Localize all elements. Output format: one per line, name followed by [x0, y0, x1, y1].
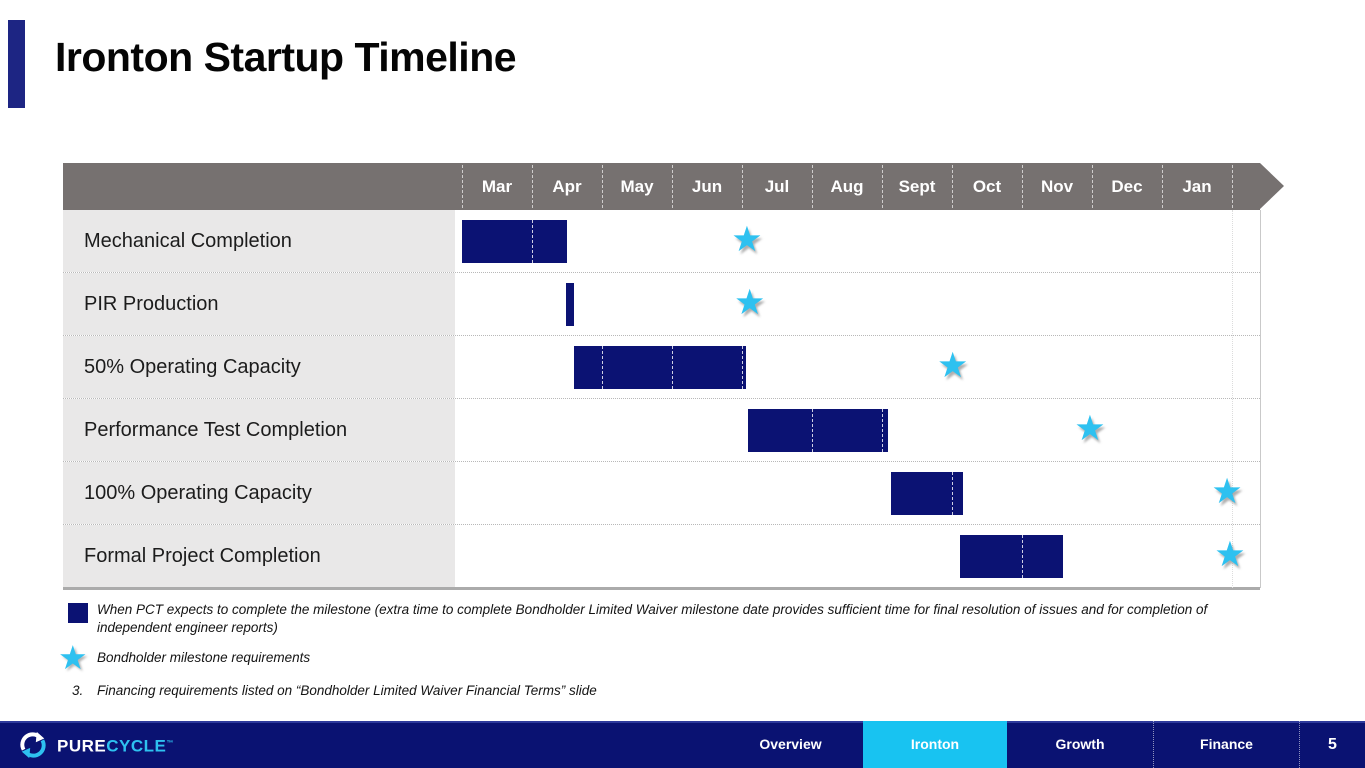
gantt-rows: Mechanical Completion PIR Production 50% O… — [63, 210, 1260, 590]
footnote-text: Financing requirements listed on “Bondho… — [97, 683, 597, 699]
row-label: Formal Project Completion — [63, 525, 455, 587]
cyan-star-legend-icon: ★ — [58, 638, 88, 678]
legend-item-bar: When PCT expects to complete the milesto… — [63, 601, 1222, 636]
row-label: Mechanical Completion — [63, 210, 455, 272]
legend-star-text: Bondholder milestone requirements — [97, 650, 311, 666]
row-label: 100% Operating Capacity — [63, 462, 455, 524]
month-header-mar: Mar — [481, 177, 513, 196]
month-header-sept: Sept — [898, 177, 936, 196]
month-divider — [812, 165, 813, 208]
navy-bar-legend-icon — [68, 603, 88, 623]
tab-finance[interactable]: Finance — [1153, 721, 1300, 768]
page-number: 5 — [1328, 736, 1337, 753]
brand-cycle: CYCLE — [106, 736, 167, 756]
title-accent-bar — [8, 20, 25, 108]
month-header-jun: Jun — [691, 177, 723, 196]
legend: When PCT expects to complete the milesto… — [58, 601, 1223, 700]
tab-ironton[interactable]: Ironton — [863, 721, 1007, 768]
month-header-nov: Nov — [1040, 177, 1074, 196]
month-divider — [952, 165, 953, 208]
month-divider — [672, 165, 673, 208]
timeline-arrow-icon — [1260, 163, 1284, 209]
brand-text: PURECYCLE™ — [57, 728, 173, 763]
tab-growth[interactable]: Growth — [1055, 736, 1105, 752]
row-label: PIR Production — [63, 273, 455, 335]
legend-item-star: ★ Bondholder milestone requirements — [58, 641, 1223, 674]
purecycle-recycle-icon — [20, 731, 46, 759]
month-divider — [532, 165, 533, 208]
footnote: 3. Financing requirements listed on “Bon… — [63, 682, 1223, 700]
row-label: Performance Test Completion — [63, 399, 455, 461]
footnote-number: 3. — [72, 683, 84, 699]
footer-top-line — [0, 721, 1365, 723]
gantt-row: Mechanical Completion — [63, 210, 1260, 273]
gantt-row: 50% Operating Capacity — [63, 336, 1260, 399]
footer-bar: PURECYCLE™ Overview Ironton Growth Finan… — [0, 721, 1365, 768]
month-divider — [1022, 165, 1023, 208]
month-divider — [462, 165, 463, 208]
gantt-row: PIR Production — [63, 273, 1260, 336]
gantt-row: 100% Operating Capacity — [63, 462, 1260, 525]
jan-end-gridline — [1232, 210, 1233, 588]
purecycle-logo: PURECYCLE™ — [18, 729, 173, 761]
gantt-row: Formal Project Completion — [63, 525, 1260, 587]
month-header-jan: Jan — [1182, 177, 1212, 196]
brand-trademark: ™ — [166, 739, 174, 747]
chart-right-border — [1260, 210, 1261, 588]
month-divider — [602, 165, 603, 208]
row-label: 50% Operating Capacity — [63, 336, 455, 398]
month-header-aug: Aug — [830, 177, 864, 196]
month-divider — [882, 165, 883, 208]
gantt-chart: Mar Apr May Jun Jul Aug Sept Oct Nov Dec Jan Mecha… — [63, 163, 1284, 591]
month-header-may: May — [620, 177, 654, 196]
month-header-dec: Dec — [1111, 177, 1143, 196]
legend-bar-text: When PCT expects to complete the milesto… — [97, 602, 1208, 635]
gantt-row: Performance Test Completion — [63, 399, 1260, 462]
month-header-oct: Oct — [972, 177, 1002, 196]
page-title: Ironton Startup Timeline — [55, 34, 517, 80]
month-header-jul: Jul — [764, 177, 790, 196]
tab-overview[interactable]: Overview — [759, 736, 822, 752]
month-divider — [1092, 165, 1093, 208]
gantt-header: Mar Apr May Jun Jul Aug Sept Oct Nov Dec Jan — [63, 163, 1260, 210]
month-header-apr: Apr — [552, 177, 582, 196]
month-divider — [1162, 165, 1163, 208]
month-divider — [1232, 165, 1233, 208]
month-divider — [742, 165, 743, 208]
brand-pure: PURE — [57, 736, 107, 756]
